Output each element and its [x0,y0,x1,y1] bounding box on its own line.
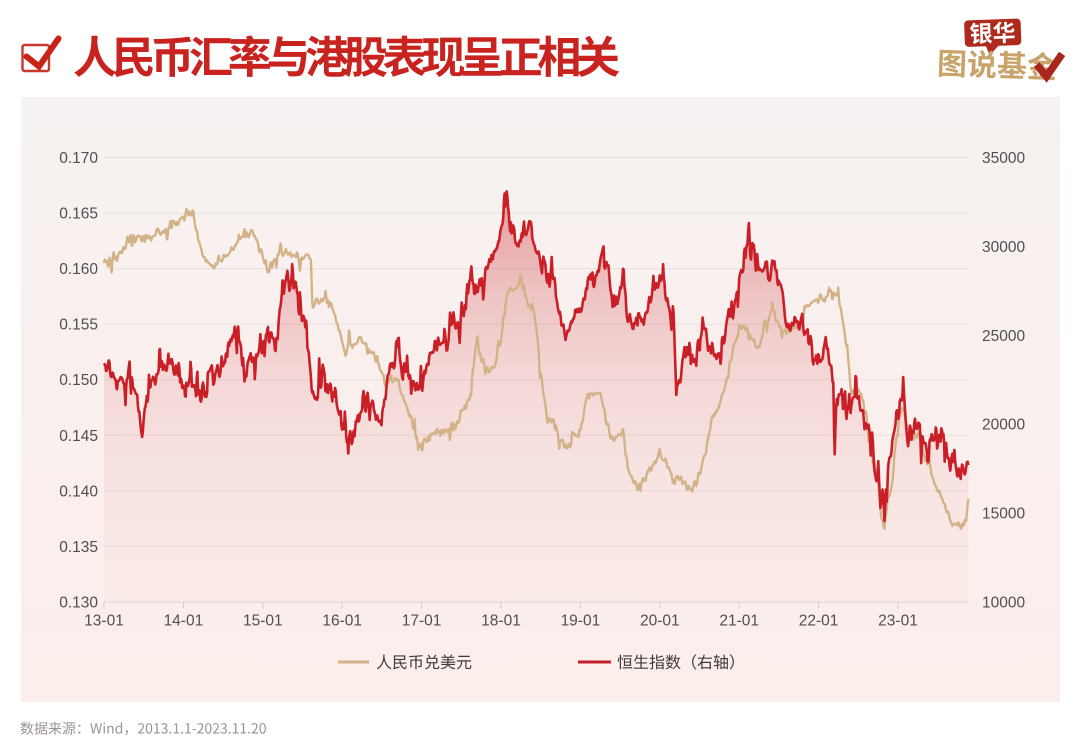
svg-text:23-01: 23-01 [878,613,918,630]
svg-text:0.150: 0.150 [59,372,98,389]
svg-text:21-01: 21-01 [719,613,759,630]
svg-text:0.135: 0.135 [59,539,98,556]
svg-text:0.140: 0.140 [59,483,98,500]
svg-text:0.160: 0.160 [59,261,98,278]
svg-text:15000: 15000 [982,506,1025,523]
svg-text:13-01: 13-01 [84,613,124,630]
svg-text:10000: 10000 [982,595,1025,612]
svg-text:0.170: 0.170 [59,150,98,167]
svg-text:0.145: 0.145 [59,428,98,445]
svg-text:35000: 35000 [982,150,1025,167]
svg-text:0.155: 0.155 [59,317,98,334]
svg-text:15-01: 15-01 [243,613,283,630]
svg-text:30000: 30000 [982,239,1025,256]
svg-text:25000: 25000 [982,328,1025,345]
svg-text:19-01: 19-01 [561,613,601,630]
svg-text:22-01: 22-01 [799,613,839,630]
svg-text:14-01: 14-01 [164,613,204,630]
svg-text:18-01: 18-01 [481,613,521,630]
svg-text:16-01: 16-01 [322,613,362,630]
svg-text:17-01: 17-01 [402,613,442,630]
svg-text:20-01: 20-01 [640,613,680,630]
svg-text:20000: 20000 [982,417,1025,434]
svg-text:0.165: 0.165 [59,206,98,223]
svg-text:0.130: 0.130 [59,595,98,612]
